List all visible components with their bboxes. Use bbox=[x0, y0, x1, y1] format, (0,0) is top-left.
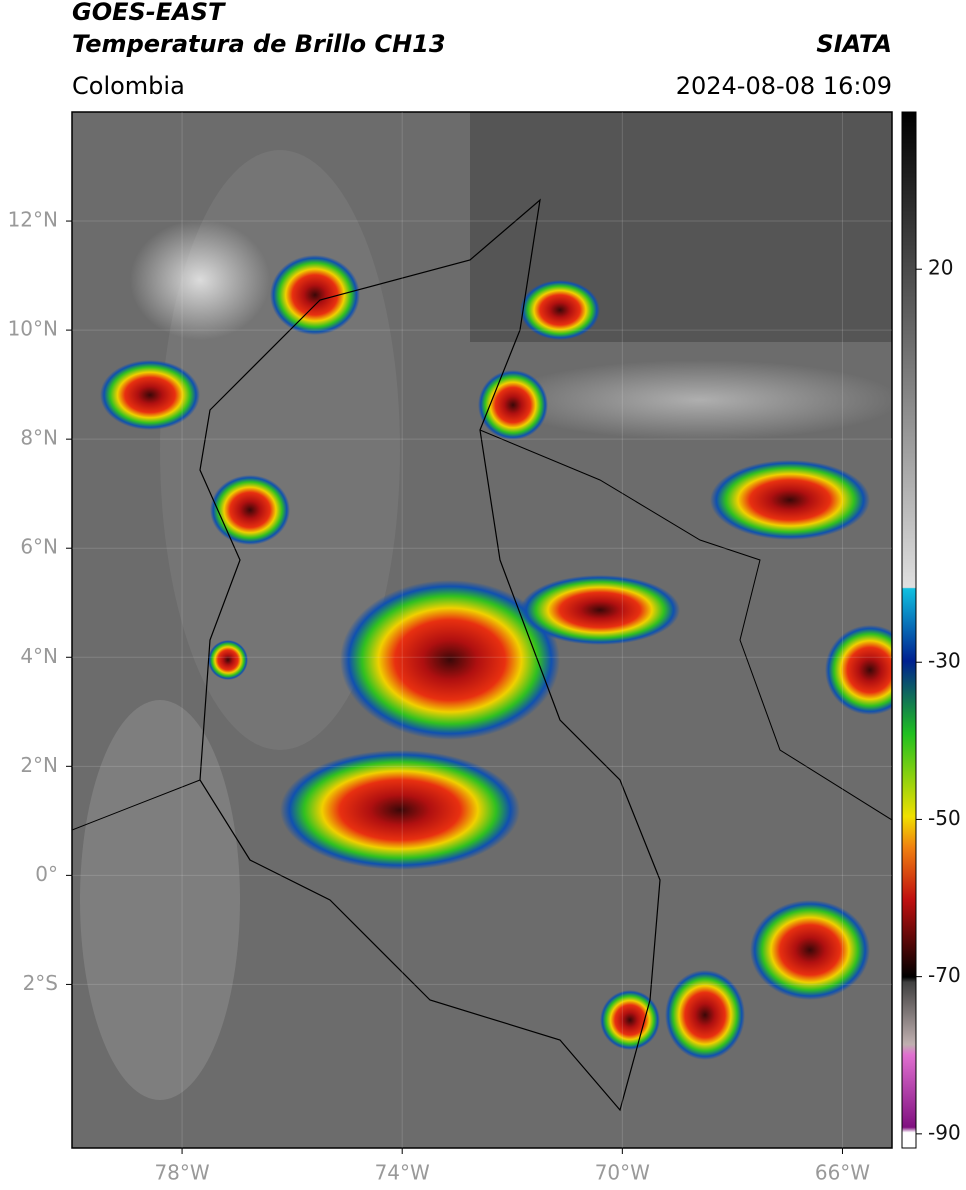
colorbar-tick-label: 20 bbox=[928, 256, 953, 280]
product: Temperatura de Brillo CH13 bbox=[72, 30, 446, 58]
y-tick-label: 12°N bbox=[8, 208, 58, 232]
y-tick-label: 0° bbox=[35, 862, 58, 886]
colorbar-tick-label: -70 bbox=[928, 963, 961, 987]
datetime: 2024-08-08 16:09 bbox=[676, 72, 892, 100]
source: SIATA bbox=[816, 30, 892, 58]
x-tick-label: 78°W bbox=[154, 1161, 209, 1185]
y-tick-label: 10°N bbox=[8, 317, 58, 341]
y-tick-label: 8°N bbox=[20, 426, 58, 450]
region: Colombia bbox=[72, 72, 185, 100]
y-tick-label: 2°S bbox=[23, 971, 58, 995]
x-tick-label: 66°W bbox=[815, 1161, 870, 1185]
colorbar-tick-label: -30 bbox=[928, 649, 961, 673]
colorbar bbox=[901, 111, 917, 1149]
y-tick-label: 4°N bbox=[20, 644, 58, 668]
colorbar-tick-label: -50 bbox=[928, 806, 961, 830]
x-tick-label: 74°W bbox=[375, 1161, 430, 1185]
y-tick-label: 6°N bbox=[20, 535, 58, 559]
colorbar-tick-label: -90 bbox=[928, 1120, 961, 1144]
y-tick-label: 2°N bbox=[20, 753, 58, 777]
satellite: GOES-EAST bbox=[72, 0, 226, 26]
x-tick-label: 70°W bbox=[595, 1161, 650, 1185]
map-image bbox=[72, 112, 892, 1148]
map-frame bbox=[71, 111, 893, 1149]
